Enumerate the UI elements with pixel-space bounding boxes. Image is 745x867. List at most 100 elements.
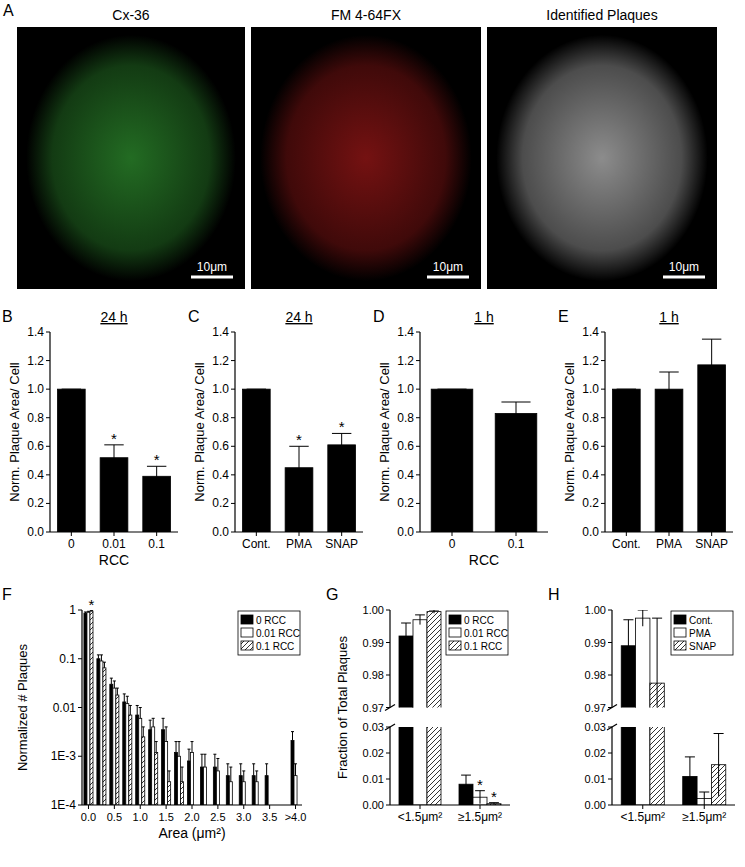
y-tick-label: 0.03 bbox=[363, 721, 384, 733]
axis-break bbox=[385, 705, 395, 711]
error-cap bbox=[103, 662, 106, 663]
y-tick-label: 0.2 bbox=[582, 496, 599, 510]
y-tick-label: 0.0 bbox=[27, 525, 44, 539]
bar bbox=[203, 767, 206, 805]
x-tick-label: SNAP bbox=[325, 537, 358, 551]
error-bar bbox=[420, 615, 421, 625]
y-tick-label: 1.4 bbox=[212, 325, 229, 339]
bar bbox=[126, 704, 129, 805]
y-tick bbox=[608, 753, 612, 754]
y-axis bbox=[419, 332, 420, 532]
y-tick-label: 1.4 bbox=[397, 325, 414, 339]
x-tick-label: <1.5μm² bbox=[620, 810, 665, 824]
legend-swatch bbox=[241, 628, 253, 637]
y-tick bbox=[46, 503, 50, 504]
bar bbox=[175, 752, 178, 805]
y-tick-label: 0.6 bbox=[27, 439, 44, 453]
plot-area bbox=[612, 339, 725, 532]
significance-star: * bbox=[89, 596, 95, 613]
error-bar bbox=[295, 764, 296, 776]
error-cap bbox=[617, 389, 636, 390]
error-bar bbox=[230, 767, 231, 782]
error-bar bbox=[153, 718, 154, 727]
legend-swatch bbox=[449, 615, 461, 624]
x-tick bbox=[140, 805, 141, 809]
y-tick-label: 0.03 bbox=[585, 721, 606, 733]
bar bbox=[328, 445, 356, 532]
error-bar bbox=[85, 612, 86, 613]
error-cap bbox=[623, 619, 633, 620]
bar bbox=[187, 761, 190, 805]
error-bar bbox=[98, 655, 99, 659]
error-bar bbox=[176, 742, 177, 753]
x-tick-label: 3.5 bbox=[262, 811, 277, 823]
error-bar bbox=[466, 775, 467, 793]
y-tick-label: 1.0 bbox=[212, 382, 229, 396]
error-cap bbox=[294, 763, 297, 764]
y-tick bbox=[601, 332, 605, 333]
bar bbox=[129, 715, 132, 805]
x-tick bbox=[295, 805, 296, 809]
panel-letter: B bbox=[2, 308, 13, 325]
scale-bar-label: 10μm bbox=[433, 260, 463, 274]
x-tick bbox=[711, 532, 712, 536]
error-cap bbox=[123, 693, 126, 694]
y-tick bbox=[416, 503, 420, 504]
bar bbox=[162, 730, 165, 805]
x-tick-label: 0.01 bbox=[102, 537, 126, 551]
error-bar bbox=[704, 792, 705, 805]
y-axis-title: Norm. Plaque Area/ Cell bbox=[562, 362, 577, 502]
x-tick bbox=[256, 532, 257, 536]
y-tick-label: 0.02 bbox=[363, 747, 384, 759]
bar bbox=[239, 776, 242, 805]
y-tick-label: 0.97 bbox=[363, 702, 384, 714]
legend-frame bbox=[671, 611, 733, 655]
x-tick bbox=[88, 805, 89, 809]
error-bar bbox=[150, 720, 151, 730]
error-cap bbox=[685, 756, 695, 757]
y-tick-label: 0.98 bbox=[363, 669, 384, 681]
error-cap bbox=[229, 767, 232, 768]
bar bbox=[242, 782, 245, 805]
error-bar bbox=[516, 402, 517, 425]
y-tick bbox=[231, 360, 235, 361]
error-cap bbox=[168, 770, 171, 771]
y-tick-label: 0.4 bbox=[397, 468, 414, 482]
error-cap bbox=[415, 614, 425, 615]
x-tick bbox=[217, 805, 218, 809]
error-bar bbox=[130, 705, 131, 715]
bar bbox=[90, 611, 93, 805]
y-tick-label: 0.00 bbox=[363, 799, 384, 811]
bar bbox=[113, 688, 116, 805]
x-tick bbox=[704, 805, 705, 809]
y-tick-label: 1.00 bbox=[363, 604, 384, 616]
image-frame bbox=[17, 27, 245, 289]
image-title: Identified Plaques bbox=[546, 7, 657, 23]
error-cap bbox=[149, 720, 152, 721]
y-tick-label: 0.2 bbox=[397, 496, 414, 510]
x-tick bbox=[269, 805, 270, 809]
y-tick-label: 1.2 bbox=[397, 354, 414, 368]
bar bbox=[152, 727, 155, 805]
bar bbox=[149, 730, 152, 805]
bar bbox=[97, 659, 100, 805]
y-tick bbox=[386, 779, 390, 780]
x-axis bbox=[420, 531, 548, 532]
legend-swatch bbox=[674, 615, 686, 624]
y-axis-title: Norm. Plaque Area/ Cell bbox=[7, 362, 22, 502]
bar bbox=[636, 727, 650, 805]
y-tick bbox=[78, 707, 82, 708]
error-cap bbox=[97, 654, 100, 655]
x-tick bbox=[341, 532, 342, 536]
y-tick bbox=[78, 756, 82, 757]
y-tick-label: 0.8 bbox=[27, 411, 44, 425]
y-tick-label: 1E-4 bbox=[51, 798, 77, 812]
error-cap bbox=[136, 705, 139, 706]
y-tick-label: 0.8 bbox=[397, 411, 414, 425]
error-cap bbox=[155, 741, 158, 742]
panel-letter: E bbox=[558, 308, 569, 325]
error-bar bbox=[166, 727, 167, 742]
y-tick bbox=[416, 417, 420, 418]
bar bbox=[142, 737, 145, 805]
x-tick-label: 0 bbox=[68, 537, 75, 551]
